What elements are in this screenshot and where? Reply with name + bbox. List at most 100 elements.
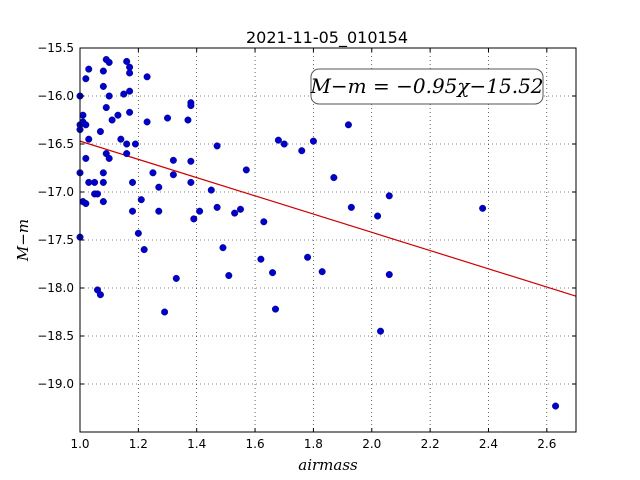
data-point — [120, 90, 128, 98]
data-point — [114, 111, 122, 119]
data-point — [82, 154, 90, 162]
data-point — [105, 58, 113, 66]
data-point — [318, 268, 326, 276]
data-point — [155, 207, 163, 215]
data-point — [190, 215, 198, 223]
data-point — [96, 291, 104, 299]
data-point — [552, 402, 560, 410]
y-tick-label: −19.0 — [37, 377, 74, 391]
x-tick-label: 2.4 — [479, 437, 498, 451]
data-point — [131, 140, 139, 148]
data-point — [274, 136, 282, 144]
x-tick-label: 1.2 — [129, 437, 148, 451]
x-tick-label: 2.2 — [421, 437, 440, 451]
data-point — [126, 87, 134, 95]
fit-equation-label: M−m = −0.95χ−15.52 — [309, 74, 543, 98]
data-point — [85, 65, 93, 73]
data-point — [91, 178, 99, 186]
data-point — [117, 135, 125, 143]
data-point — [377, 327, 385, 335]
data-point — [231, 209, 239, 217]
data-point — [99, 169, 107, 177]
data-point — [82, 200, 90, 208]
data-point — [155, 183, 163, 191]
data-point — [309, 137, 317, 145]
data-point — [123, 57, 131, 65]
chart-title: 2021-11-05_010154 — [246, 28, 408, 48]
x-axis-ticks: 1.0 1.2 1.4 1.6 1.8 2.0 2.2 2.4 2.6 — [70, 48, 556, 451]
data-point — [374, 212, 382, 220]
data-point — [330, 174, 338, 182]
data-point — [187, 157, 195, 165]
data-point — [479, 204, 487, 212]
data-point — [99, 178, 107, 186]
data-point — [187, 178, 195, 186]
y-tick-label: −18.0 — [37, 281, 74, 295]
x-tick-label: 1.4 — [187, 437, 206, 451]
data-point — [82, 121, 90, 129]
fit-line-group — [79, 140, 577, 297]
data-point — [126, 69, 134, 77]
data-point — [225, 272, 233, 280]
data-point — [260, 218, 268, 226]
data-point — [79, 111, 87, 119]
data-point — [143, 73, 151, 81]
data-point — [99, 198, 107, 206]
data-point — [129, 178, 137, 186]
x-axis-label: airmass — [298, 456, 358, 474]
data-point — [213, 142, 221, 150]
data-point — [164, 114, 172, 122]
data-point — [280, 140, 288, 148]
data-point — [304, 253, 312, 261]
data-point — [385, 192, 393, 200]
data-point — [169, 156, 177, 164]
data-point — [96, 128, 104, 136]
y-tick-label: −17.0 — [37, 185, 74, 199]
data-point — [143, 118, 151, 126]
data-point — [102, 104, 110, 112]
y-tick-label: −16.5 — [37, 137, 74, 151]
data-point — [169, 171, 177, 179]
x-tick-label: 2.6 — [537, 437, 556, 451]
x-tick-label: 1.0 — [70, 437, 89, 451]
data-point — [137, 196, 145, 204]
data-point — [184, 116, 192, 124]
annotation-box: M−m = −0.95χ−15.52 — [309, 68, 544, 105]
data-point — [242, 166, 250, 174]
data-point — [257, 255, 265, 263]
data-point — [94, 190, 102, 198]
data-point — [85, 178, 93, 186]
y-tick-label: −16.0 — [37, 89, 74, 103]
data-point — [82, 75, 90, 83]
data-point — [129, 207, 137, 215]
data-point — [85, 135, 93, 143]
data-point — [298, 147, 306, 155]
data-point — [271, 305, 279, 313]
data-point — [123, 140, 131, 148]
data-point — [105, 154, 113, 162]
y-axis-label: M−m — [14, 219, 32, 262]
data-point — [347, 203, 355, 211]
data-point — [269, 269, 277, 277]
data-point — [219, 244, 227, 252]
data-point — [236, 205, 244, 213]
fit-line — [79, 140, 577, 297]
x-tick-label: 1.8 — [304, 437, 323, 451]
data-point — [385, 271, 393, 279]
data-point — [196, 207, 204, 215]
data-point — [140, 246, 148, 254]
data-point — [99, 82, 107, 90]
y-tick-label: −18.5 — [37, 329, 74, 343]
y-tick-label: −17.5 — [37, 233, 74, 247]
data-point — [149, 169, 157, 177]
data-point — [207, 186, 215, 194]
data-point — [134, 229, 142, 237]
data-point — [105, 92, 113, 100]
data-point — [123, 150, 131, 158]
y-tick-label: −15.5 — [37, 41, 74, 55]
data-point — [161, 308, 169, 316]
y-axis-ticks: −15.5 −16.0 −16.5 −17.0 −17.5 −18.0 −18.5 −19.0 — [37, 41, 576, 391]
data-point — [172, 274, 180, 282]
data-point — [344, 121, 352, 129]
